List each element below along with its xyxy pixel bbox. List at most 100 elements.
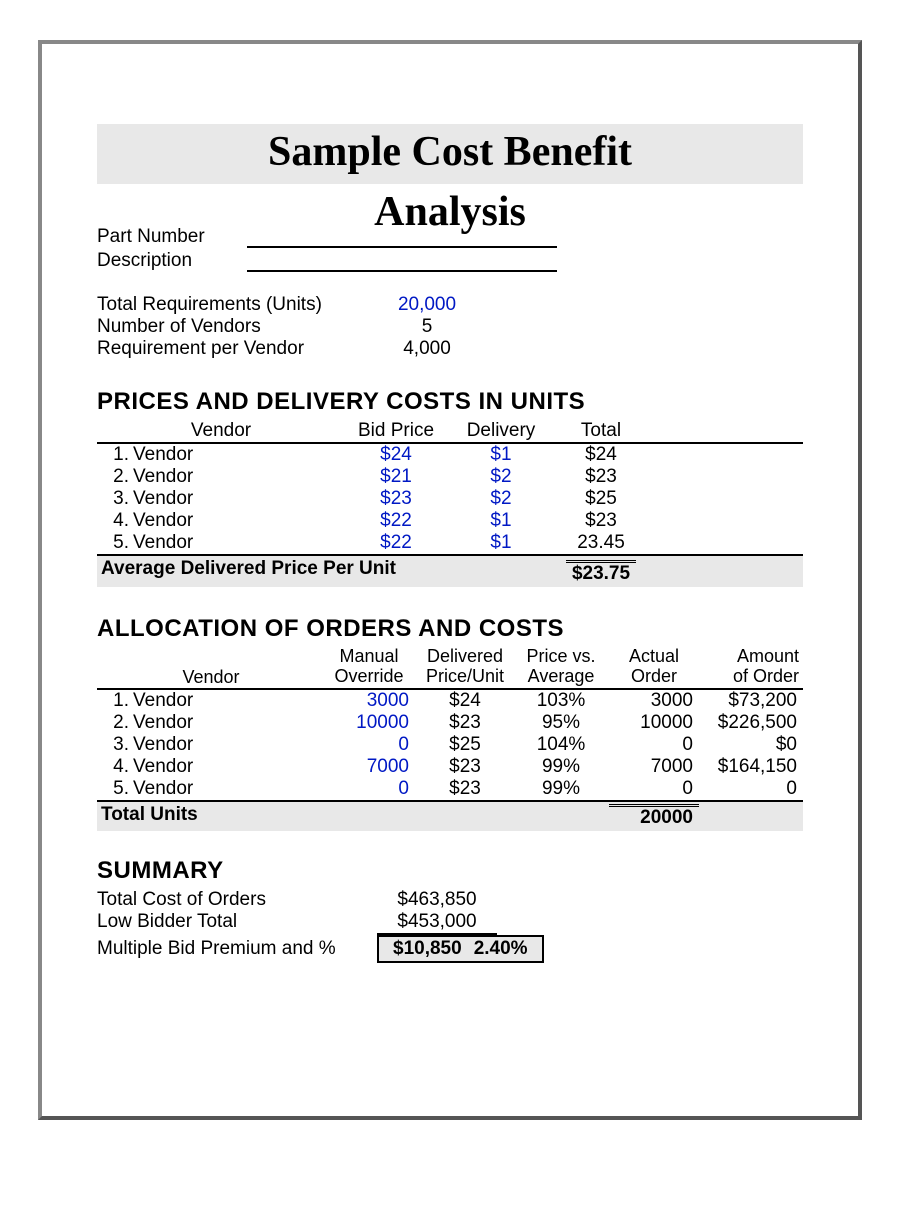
description-field-line <box>247 252 557 272</box>
bid-price: $23 <box>341 488 451 510</box>
allocation-header-row: Vendor ManualOverride DeliveredPrice/Uni… <box>97 647 803 690</box>
row-number: 5. <box>101 532 129 554</box>
summary-r1-value: $463,850 <box>377 889 497 911</box>
row-total: $23 <box>551 510 651 532</box>
delivery-cost: $1 <box>451 510 551 532</box>
row-total: $25 <box>551 488 651 510</box>
prices-row: 2.Vendor$21$2$23 <box>97 466 803 488</box>
vendor-name: Vendor <box>129 532 341 554</box>
prices-head-bid: Bid Price <box>341 420 451 442</box>
prices-row: 3.Vendor$23$2$25 <box>97 488 803 510</box>
delivered-price-unit: $24 <box>417 690 513 712</box>
actual-order: 3000 <box>609 690 699 712</box>
delivery-cost: $1 <box>451 532 551 554</box>
total-req-value: 20,000 <box>377 294 477 316</box>
row-number: 5. <box>101 778 129 800</box>
amount-of-order: $226,500 <box>699 712 799 734</box>
description-label: Description <box>97 250 247 272</box>
row-number: 3. <box>101 734 129 756</box>
price-vs-average: 99% <box>513 778 609 800</box>
manual-override: 0 <box>321 778 417 800</box>
alloc-total-value: 20000 <box>609 804 699 829</box>
alloc-h2a: Delivered <box>417 647 513 667</box>
summary-block: Total Cost of Orders $463,850 Low Bidder… <box>97 889 803 963</box>
alloc-h4a: Actual <box>609 647 699 667</box>
summary-heading: SUMMARY <box>97 857 803 885</box>
form-fields: Part Number Description <box>97 226 803 272</box>
summary-r2-label: Low Bidder Total <box>97 911 377 935</box>
manual-override: 10000 <box>321 712 417 734</box>
summary-r1-label: Total Cost of Orders <box>97 889 377 911</box>
stats-block: Total Requirements (Units) 20,000 Number… <box>97 294 803 360</box>
prices-head-total: Total <box>551 420 651 442</box>
price-vs-average: 95% <box>513 712 609 734</box>
alloc-h2b: Price/Unit <box>417 667 513 687</box>
delivery-cost: $1 <box>451 444 551 466</box>
vendor-name: Vendor <box>129 488 341 510</box>
row-total: $23 <box>551 466 651 488</box>
allocation-row: 5.Vendor0$2399%00 <box>97 778 803 802</box>
row-total: 23.45 <box>551 532 651 554</box>
req-per-vendor-value: 4,000 <box>377 338 477 360</box>
prices-row: 5.Vendor$22$123.45 <box>97 532 803 556</box>
amount-of-order: $164,150 <box>699 756 799 778</box>
alloc-h4b: Order <box>609 667 699 687</box>
alloc-h5b: of Order <box>699 667 799 687</box>
alloc-h1b: Override <box>321 667 417 687</box>
price-vs-average: 104% <box>513 734 609 756</box>
alloc-head-vendor: Vendor <box>101 647 321 688</box>
vendor-name: Vendor <box>129 734 321 756</box>
total-req-label: Total Requirements (Units) <box>97 294 377 316</box>
row-number: 3. <box>101 488 129 510</box>
num-vendors-value: 5 <box>377 316 477 338</box>
prices-header-row: Vendor Bid Price Delivery Total <box>97 420 803 444</box>
row-total: $24 <box>551 444 651 466</box>
vendor-name: Vendor <box>129 778 321 800</box>
alloc-h1a: Manual <box>321 647 417 667</box>
actual-order: 10000 <box>609 712 699 734</box>
amount-of-order: $73,200 <box>699 690 799 712</box>
prices-row: 4.Vendor$22$1$23 <box>97 510 803 532</box>
bid-price: $21 <box>341 466 451 488</box>
summary-r3-val2: 2.40% <box>474 938 528 960</box>
title-line-1: Sample Cost Benefit <box>97 124 803 184</box>
actual-order: 0 <box>609 734 699 756</box>
amount-of-order: $0 <box>699 734 799 756</box>
prices-average-row: Average Delivered Price Per Unit $23.75 <box>97 556 803 587</box>
row-number: 1. <box>101 444 129 466</box>
allocation-total-row: Total Units 20000 <box>97 802 803 831</box>
amount-of-order: 0 <box>699 778 799 800</box>
prices-avg-value: $23.75 <box>566 560 636 585</box>
req-per-vendor-label: Requirement per Vendor <box>97 338 377 360</box>
delivered-price-unit: $23 <box>417 778 513 800</box>
bid-price: $22 <box>341 532 451 554</box>
prices-heading: PRICES AND DELIVERY COSTS IN UNITS <box>97 388 803 416</box>
allocation-table: Vendor ManualOverride DeliveredPrice/Uni… <box>97 647 803 831</box>
allocation-row: 1.Vendor3000$24103%3000$73,200 <box>97 690 803 712</box>
prices-head-delivery: Delivery <box>451 420 551 442</box>
summary-r3-val1: $10,850 <box>393 938 462 960</box>
price-vs-average: 103% <box>513 690 609 712</box>
row-number: 4. <box>101 510 129 532</box>
vendor-name: Vendor <box>129 756 321 778</box>
manual-override: 0 <box>321 734 417 756</box>
manual-override: 7000 <box>321 756 417 778</box>
prices-head-vendor: Vendor <box>101 420 341 442</box>
row-number: 1. <box>101 690 129 712</box>
delivered-price-unit: $25 <box>417 734 513 756</box>
part-number-label: Part Number <box>97 226 247 248</box>
delivered-price-unit: $23 <box>417 712 513 734</box>
summary-premium-box: $10,850 2.40% <box>377 935 544 963</box>
prices-avg-label: Average Delivered Price Per Unit <box>101 558 551 585</box>
vendor-name: Vendor <box>129 712 321 734</box>
document-frame: Sample Cost Benefit Analysis Part Number… <box>38 40 862 1120</box>
allocation-heading: ALLOCATION OF ORDERS AND COSTS <box>97 615 803 643</box>
alloc-h5a: Amount <box>699 647 799 667</box>
bid-price: $22 <box>341 510 451 532</box>
vendor-name: Vendor <box>129 444 341 466</box>
price-vs-average: 99% <box>513 756 609 778</box>
prices-row: 1.Vendor$24$1$24 <box>97 444 803 466</box>
prices-table: Vendor Bid Price Delivery Total 1.Vendor… <box>97 420 803 587</box>
delivery-cost: $2 <box>451 466 551 488</box>
allocation-row: 2.Vendor10000$2395%10000$226,500 <box>97 712 803 734</box>
